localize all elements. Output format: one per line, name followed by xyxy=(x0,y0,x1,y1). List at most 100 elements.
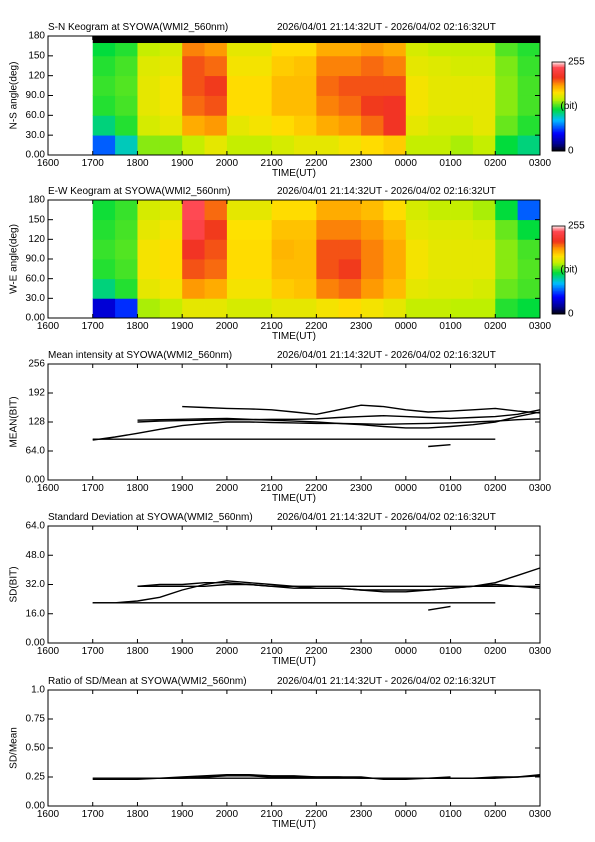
heatmap-cell xyxy=(383,278,407,299)
heatmap-cell xyxy=(517,200,541,221)
heatmap-cell xyxy=(361,115,384,136)
y-tick-label: 64.0 xyxy=(26,521,46,532)
colorbar-segment xyxy=(552,250,565,253)
colorbar-segment xyxy=(552,96,565,98)
heatmap-cell xyxy=(204,259,228,280)
heatmap-cell xyxy=(383,42,407,57)
y-tick-label: 30.0 xyxy=(26,130,46,141)
heatmap-cell xyxy=(450,55,474,77)
x-tick-label: 1700 xyxy=(82,809,105,820)
heatmap-cell xyxy=(450,36,474,44)
x-tick-label: 2200 xyxy=(305,809,328,820)
heatmap-cell xyxy=(472,55,496,77)
heatmap-cell xyxy=(472,219,496,240)
y-tick-label: 0.25 xyxy=(26,772,46,783)
heatmap-cell xyxy=(361,95,384,116)
heatmap-cell xyxy=(92,135,116,156)
colorbar-segment xyxy=(552,115,565,118)
x-tick-label: 0000 xyxy=(395,809,418,820)
heatmap-cell xyxy=(495,278,519,299)
heatmap-cell xyxy=(204,42,228,57)
x-tick-label: 0100 xyxy=(439,483,462,494)
colorbar-segment xyxy=(552,305,565,308)
heatmap-cell xyxy=(338,278,362,299)
colorbar-segment xyxy=(552,149,565,152)
data-line xyxy=(137,409,541,423)
y-tick-label: 60.0 xyxy=(26,273,46,284)
heatmap-cell xyxy=(361,239,384,260)
heatmap-cell xyxy=(450,75,474,96)
x-tick-label: 1800 xyxy=(126,158,149,169)
colorbar-segment xyxy=(552,148,565,150)
heatmap-cell xyxy=(294,42,317,57)
colorbar-segment xyxy=(552,142,565,144)
data-line xyxy=(428,776,451,779)
x-tick-label: 2200 xyxy=(305,158,328,169)
heatmap-cell xyxy=(294,200,317,221)
heatmap-cell xyxy=(428,200,451,221)
heatmap-cell xyxy=(226,55,250,77)
x-tick-label: 0100 xyxy=(439,158,462,169)
colorbar-segment xyxy=(552,272,565,275)
colorbar-segment xyxy=(552,245,565,247)
x-tick-label: 1600 xyxy=(37,646,60,657)
chart-title: Standard Deviation at SYOWA(WMI2_560nm) xyxy=(48,512,253,523)
colorbar-segment xyxy=(552,75,565,78)
data-line xyxy=(92,567,541,604)
chart-title: S-N Keogram at SYOWA(WMI2_560nm) xyxy=(48,22,228,33)
colorbar-segment xyxy=(552,286,565,288)
heatmap-cell xyxy=(204,298,228,319)
colorbar-segment xyxy=(552,308,565,310)
heatmap-cell xyxy=(182,55,205,77)
colorbar-segment xyxy=(552,230,565,233)
heatmap-cell xyxy=(92,36,116,44)
heatmap-cell xyxy=(472,278,496,299)
x-tick-label: 0100 xyxy=(439,809,462,820)
x-tick-label: 2000 xyxy=(216,809,239,820)
colorbar-segment xyxy=(552,127,565,130)
heatmap-cell xyxy=(450,42,474,57)
x-tick-label: 0200 xyxy=(484,483,507,494)
heatmap-cell xyxy=(495,135,519,156)
colorbar-segment xyxy=(552,277,565,280)
heatmap-cell xyxy=(294,298,317,319)
colorbar-segment xyxy=(552,100,565,103)
heatmap-cell xyxy=(338,200,362,221)
heatmap-cell xyxy=(137,298,161,319)
colorbar-segment xyxy=(552,302,565,305)
data-line xyxy=(92,418,541,441)
colorbar-label: (bit) xyxy=(560,101,577,112)
colorbar-segment xyxy=(552,107,565,110)
colorbar-segment xyxy=(552,90,565,93)
colorbar-segment xyxy=(552,139,565,142)
heatmap-cell xyxy=(182,42,205,57)
heatmap-cell xyxy=(92,259,116,280)
heatmap-cell xyxy=(338,42,362,57)
heatmap-cell xyxy=(316,42,340,57)
colorbar-segment xyxy=(552,64,565,67)
heatmap-cell xyxy=(249,278,273,299)
heatmap-cell xyxy=(159,219,183,240)
colorbar-segment xyxy=(552,300,565,303)
chart-subtitle: 2026/04/01 21:14:32UT - 2026/04/02 02:16… xyxy=(277,512,496,523)
y-tick-label: 30.0 xyxy=(26,293,46,304)
x-tick-label: 1900 xyxy=(171,483,194,494)
heatmap-cell xyxy=(495,36,519,44)
heatmap-cell xyxy=(294,239,317,260)
colorbar-segment xyxy=(552,112,565,115)
heatmap-cell xyxy=(226,42,250,57)
colorbar-segment xyxy=(552,312,565,315)
heatmap-cell xyxy=(428,219,451,240)
heatmap-cell xyxy=(137,95,161,116)
x-tick-label: 0000 xyxy=(395,646,418,657)
colorbar-segment xyxy=(552,289,565,291)
heatmap-cell xyxy=(405,55,429,77)
heatmap-cell xyxy=(495,55,519,77)
heatmap-cell xyxy=(92,239,116,260)
chart-subtitle: 2026/04/01 21:14:32UT - 2026/04/02 02:16… xyxy=(277,22,496,33)
heatmap-cell xyxy=(472,200,496,221)
heatmap-cell xyxy=(316,219,340,240)
heatmap-cell xyxy=(450,239,474,260)
x-tick-label: 2100 xyxy=(261,809,284,820)
heatmap-cell xyxy=(271,219,295,240)
